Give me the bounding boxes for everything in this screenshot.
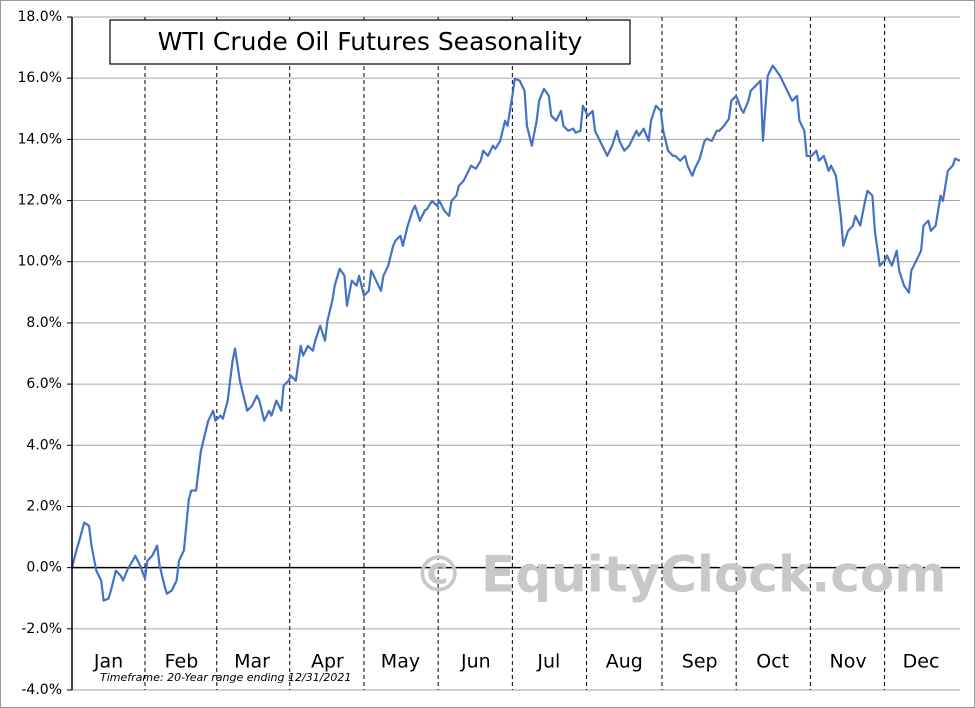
y-tick-label: 2.0% [26,498,62,514]
x-tick-label: Aug [606,651,643,673]
x-tick-label: Dec [903,651,940,673]
y-tick-label: 0.0% [26,560,62,576]
y-tick-label: -4.0% [21,682,62,698]
data-line [70,64,961,602]
x-tick-label: Mar [234,651,270,673]
title-box [109,19,631,65]
x-tick-label: Sep [682,651,718,673]
x-tick-label: Jun [460,651,491,673]
watermark: © EquityClock.com [414,546,947,604]
y-tick-label: 8.0% [26,315,62,331]
x-tick-label: Jan [93,651,123,673]
y-tick-label: 12.0% [18,193,62,209]
x-tick-label: Oct [756,651,789,673]
y-tick-label: 6.0% [26,376,62,392]
x-tick-label: Jul [536,651,560,673]
y-tick-label: 14.0% [18,131,62,147]
y-tick-label: 16.0% [18,70,62,86]
annotation: Timeframe: 20-Year range ending 12/31/20… [100,671,351,684]
grid-layer [72,16,960,691]
x-tick-label: Nov [830,651,867,673]
x-tick-label: May [381,651,420,673]
plot-layer [70,64,961,602]
x-tick-label: Feb [165,651,199,673]
y-tick-label: 4.0% [26,437,62,453]
chart-title: WTI Crude Oil Futures Seasonality [158,27,583,56]
x-tick-label: Apr [311,651,344,673]
y-tick-label: 18.0% [18,9,62,25]
y-tick-label: 10.0% [18,254,62,270]
y-tick-label: -2.0% [21,621,62,637]
